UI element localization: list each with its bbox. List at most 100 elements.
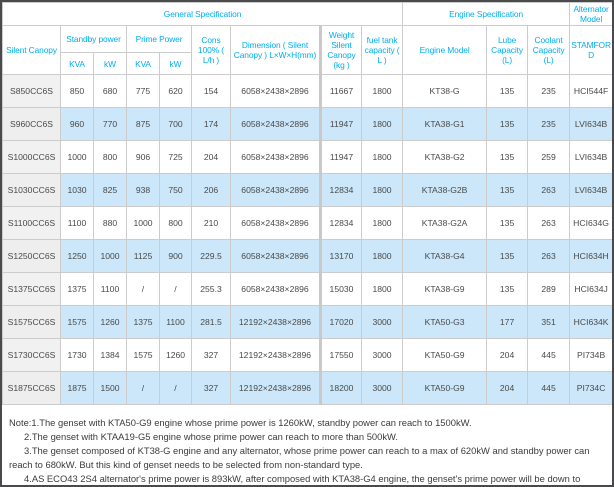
table-cell: 11947 <box>319 140 362 174</box>
table-cell: 154 <box>191 74 231 108</box>
table-cell: HCI634H <box>569 239 612 273</box>
table-cell: 1730 <box>60 338 94 372</box>
table-cell: 12192×2438×2896 <box>230 338 321 372</box>
table-cell: 900 <box>159 239 192 273</box>
table-cell: KTA38-G2A <box>402 206 488 240</box>
table-cell: 6058×2438×2896 <box>230 239 321 273</box>
model-cell: S1000CC6S <box>2 140 61 174</box>
table-cell: LVI634B <box>569 173 612 207</box>
table-cell: 135 <box>486 206 529 240</box>
table-cell: 1384 <box>93 338 127 372</box>
header-general-specification: General Specification <box>2 2 404 26</box>
table-cell: 12192×2438×2896 <box>230 305 321 339</box>
col-header-cons: Cons 100% ( L/h ) <box>191 25 231 75</box>
table-cell: 1375 <box>126 305 160 339</box>
col-header-stamford: STAMFORD <box>569 25 612 75</box>
note-line: 4.AS ECO43 2S4 alternator's prime power … <box>24 473 581 484</box>
table-cell: 11947 <box>319 107 362 141</box>
table-cell: LVI634B <box>569 140 612 174</box>
table-cell: 1800 <box>360 239 404 273</box>
col-header-weight: Weight Silent Canopy (kg ) <box>319 25 362 75</box>
table-cell: 6058×2438×2896 <box>230 272 321 306</box>
table-cell: 3000 <box>360 338 404 372</box>
table-cell: 1125 <box>126 239 160 273</box>
table-cell: 235 <box>527 74 571 108</box>
table-cell: 6058×2438×2896 <box>230 173 321 207</box>
table-cell: 229.5 <box>191 239 231 273</box>
table-cell: 327 <box>191 371 231 405</box>
table-cell: KTA50-G9 <box>402 371 488 405</box>
table-row: S1030CC6S 1030 825 938 750 206 6058×2438×2896 1… <box>2 173 612 207</box>
table-cell: 174 <box>191 107 231 141</box>
col-header-coolant-capacity: Coolant Capacity (L) <box>527 25 571 75</box>
col-header-standby-power: Standby power <box>60 25 127 53</box>
table-cell: 1000 <box>60 140 94 174</box>
table-cell: / <box>126 272 160 306</box>
table-cell: 1800 <box>360 206 404 240</box>
table-cell: KTA50-G9 <box>402 338 488 372</box>
table-cell: 3000 <box>360 371 404 405</box>
notes-section: Note:1.The genset with KTA50-G9 engine w… <box>2 405 612 485</box>
col-header-fuel-tank: fuel tank capacity ( L ) <box>360 25 404 75</box>
table-header: General Specification Engine Specificati… <box>2 2 612 75</box>
table-cell: 263 <box>527 239 571 273</box>
model-cell: S960CC6S <box>2 107 61 141</box>
table-cell: HCI634J <box>569 272 612 306</box>
table-cell: 17550 <box>319 338 362 372</box>
table-cell: 17020 <box>319 305 362 339</box>
table-row: S1000CC6S 1000 800 906 725 204 6058×2438×2896 1… <box>2 140 612 174</box>
table-cell: 6058×2438×2896 <box>230 206 321 240</box>
table-cell: 135 <box>486 272 529 306</box>
col-header-silent-canopy: Silent Canopy <box>2 25 61 75</box>
col-header-standby-kva: KVA <box>60 52 94 75</box>
table-cell: KT38-G <box>402 74 488 108</box>
table-cell: 206 <box>191 173 231 207</box>
table-cell: 11667 <box>319 74 362 108</box>
table-cell: 1800 <box>360 140 404 174</box>
table-cell: 12192×2438×2896 <box>230 371 321 405</box>
note-line: Note:1.The genset with KTA50-G9 engine w… <box>9 417 472 428</box>
col-header-prime-kw: kW <box>159 52 192 75</box>
model-cell: S1030CC6S <box>2 173 61 207</box>
table-cell: 289 <box>527 272 571 306</box>
table-cell: / <box>159 272 192 306</box>
table-cell: 3000 <box>360 305 404 339</box>
model-cell: S1250CC6S <box>2 239 61 273</box>
table-cell: 351 <box>527 305 571 339</box>
col-header-standby-kw: kW <box>93 52 127 75</box>
table-cell: 1030 <box>60 173 94 207</box>
col-header-engine-model: Engine Model <box>402 25 488 75</box>
table-cell: 263 <box>527 206 571 240</box>
table-cell: 135 <box>486 74 529 108</box>
table-cell: / <box>126 371 160 405</box>
table-cell: 1800 <box>360 272 404 306</box>
note-line: 2.The genset with KTAA19-G5 engine whose… <box>24 431 398 442</box>
table-cell: 6058×2438×2896 <box>230 107 321 141</box>
table-cell: 750 <box>159 173 192 207</box>
table-row: S1575CC6S 1575 1260 1375 1100 281.5 12192×2438… <box>2 305 612 339</box>
table-cell: 880 <box>93 206 127 240</box>
table-row: S1100CC6S 1100 880 1000 800 210 6058×2438×2896… <box>2 206 612 240</box>
table-cell: 235 <box>527 107 571 141</box>
table-cell: 1260 <box>93 305 127 339</box>
table-cell: PI734B <box>569 338 612 372</box>
table-cell: 1500 <box>93 371 127 405</box>
table-cell: 1100 <box>159 305 192 339</box>
table-cell: 800 <box>93 140 127 174</box>
col-header-prime-power: Prime Power <box>126 25 192 53</box>
table-cell: 6058×2438×2896 <box>230 140 321 174</box>
table-cell: 13170 <box>319 239 362 273</box>
table-cell: 770 <box>93 107 127 141</box>
col-header-lube-capacity: Lube Capacity (L) <box>486 25 529 75</box>
table-cell: 1800 <box>360 74 404 108</box>
table-cell: 259 <box>527 140 571 174</box>
model-cell: S1575CC6S <box>2 305 61 339</box>
spec-table: General Specification Engine Specificati… <box>2 2 612 405</box>
table-cell: 12834 <box>319 206 362 240</box>
table-cell: 725 <box>159 140 192 174</box>
table-body: S850CC6S 850 680 775 620 154 6058×2438×2896 116… <box>2 74 612 405</box>
table-cell: 825 <box>93 173 127 207</box>
table-row: S1875CC6S 1875 1500//327 12192×2438×2896 182… <box>2 371 612 405</box>
table-cell: 1800 <box>360 173 404 207</box>
